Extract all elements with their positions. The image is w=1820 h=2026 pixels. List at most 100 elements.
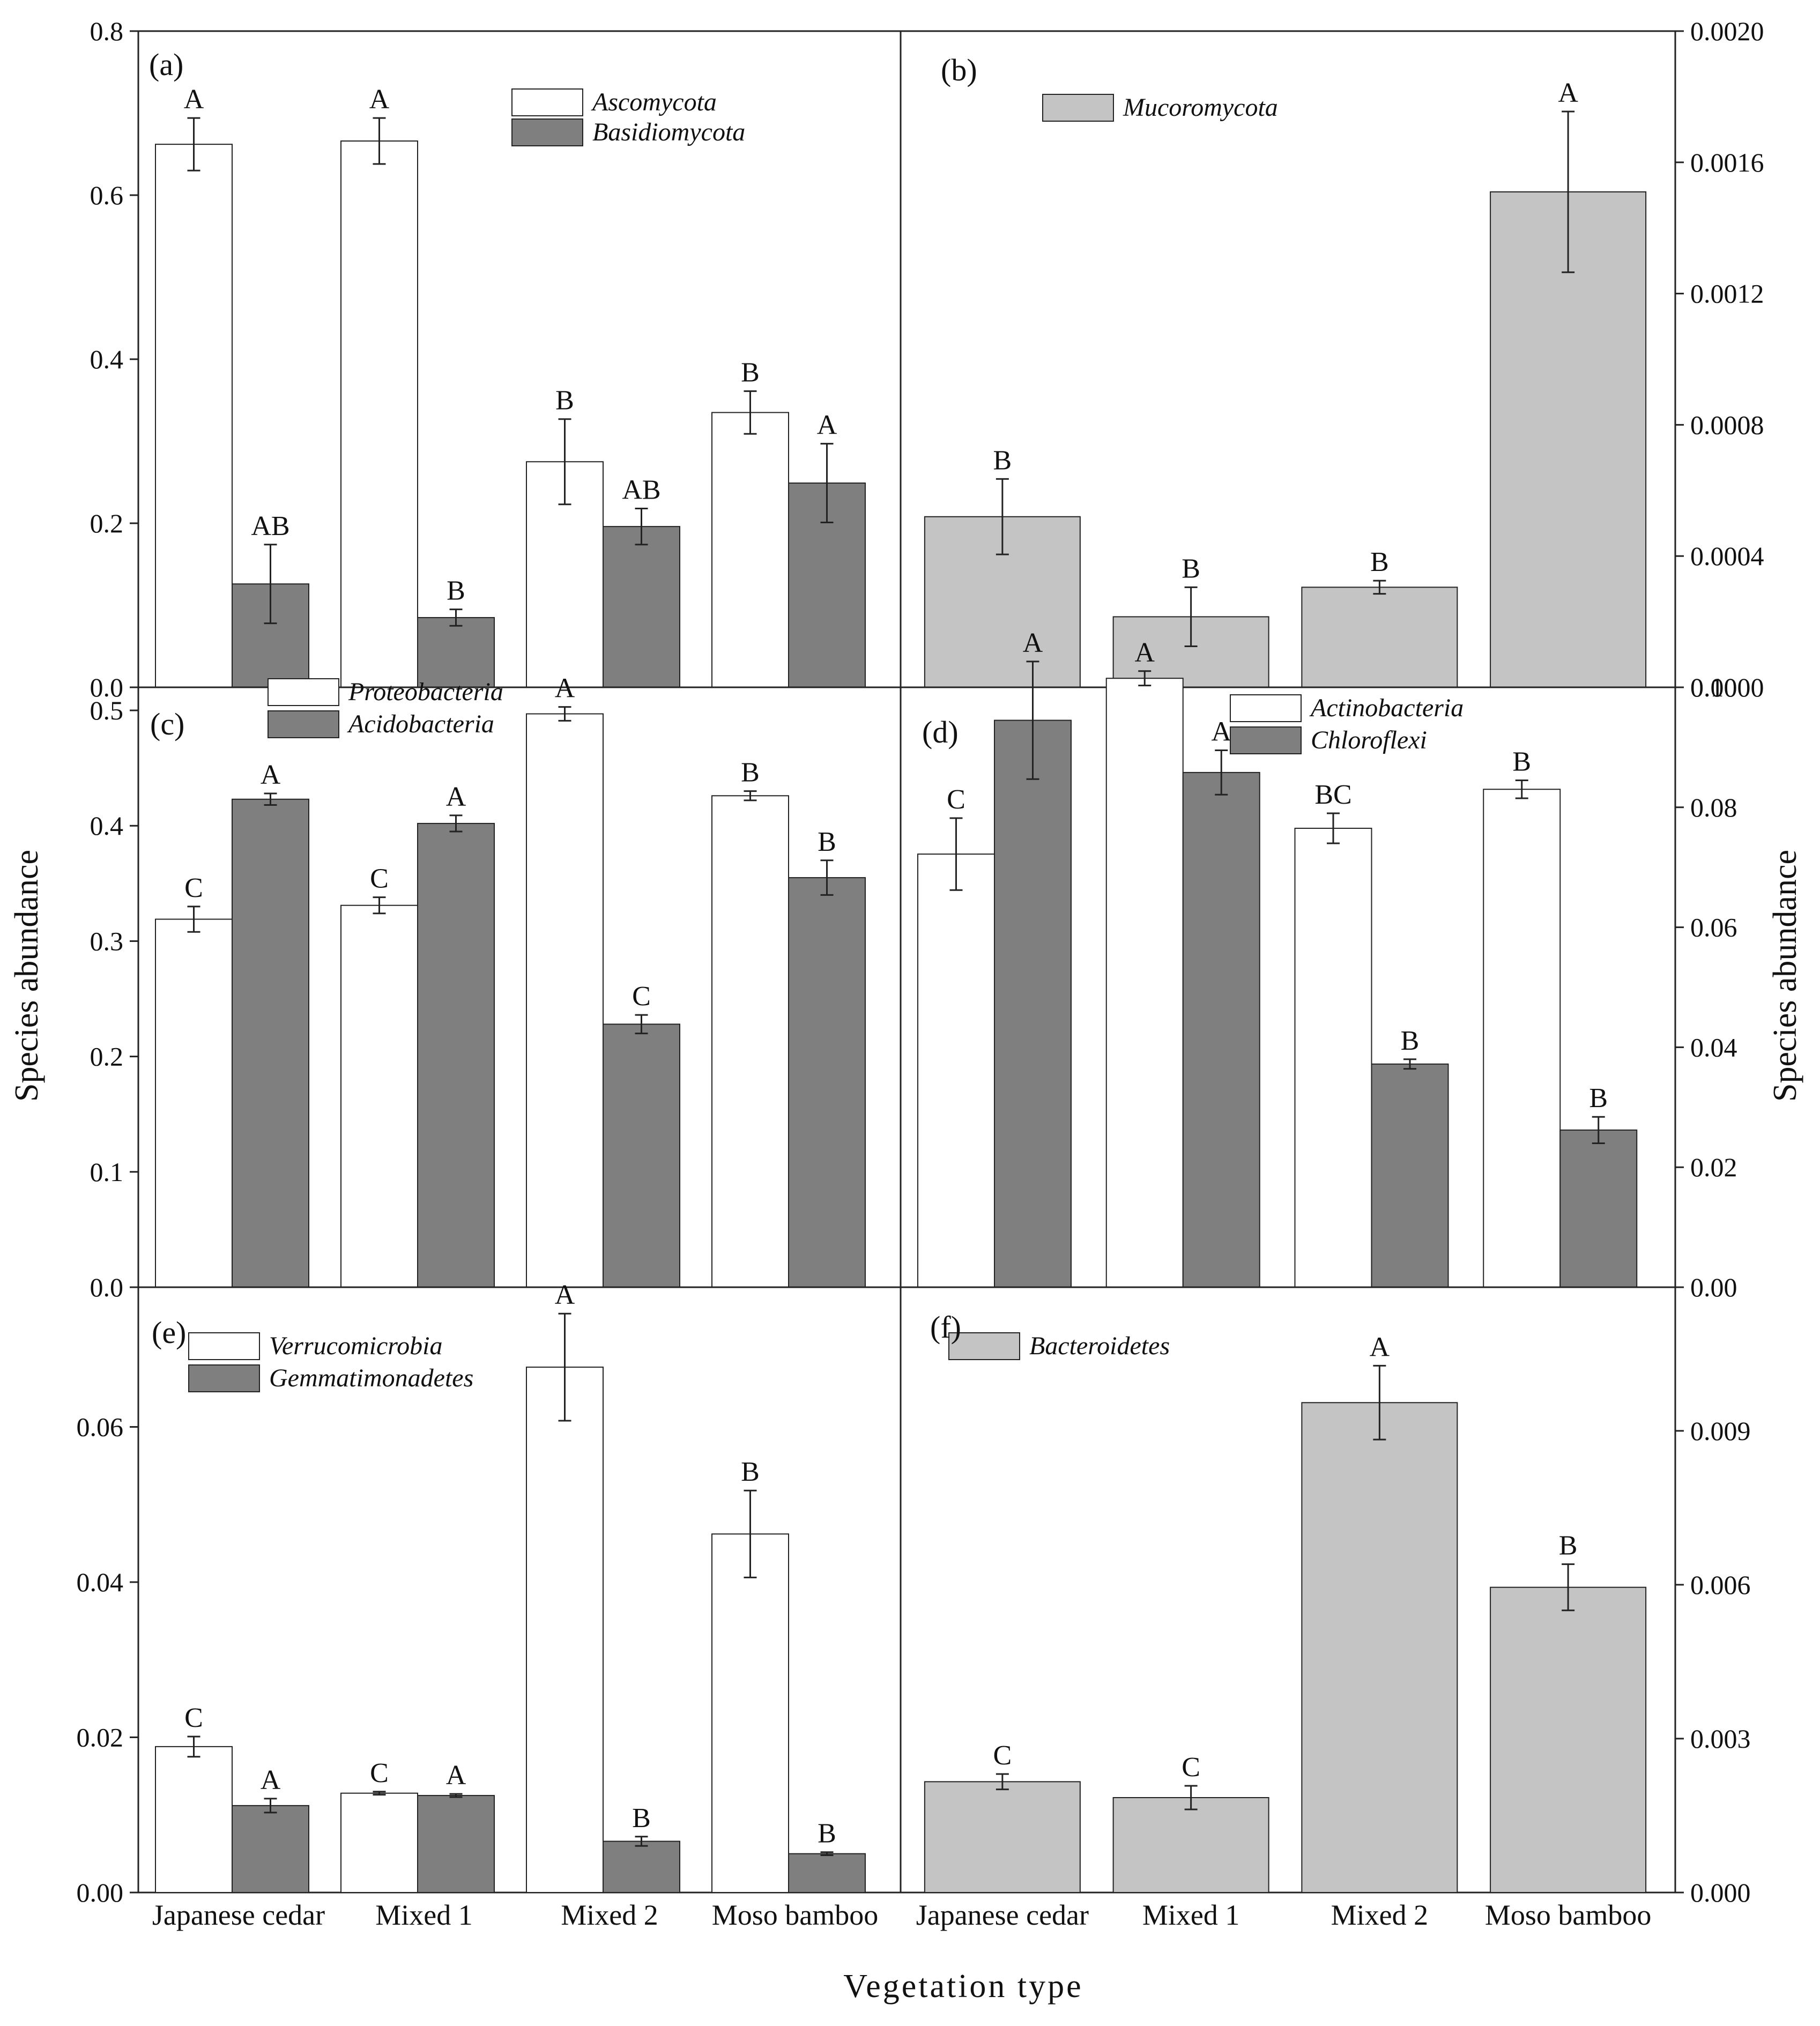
y-tick-label: 0.000 bbox=[1690, 1877, 1751, 1908]
significance-letter: A bbox=[555, 673, 575, 704]
significance-letter: B bbox=[818, 1819, 836, 1849]
y-tick-label: 0.006 bbox=[1690, 1570, 1751, 1600]
legend-swatch-gemmatimonadetes bbox=[188, 1364, 260, 1392]
bar-mucoromycota bbox=[1490, 191, 1647, 688]
y-tick-label: 0.4 bbox=[90, 811, 124, 841]
y-tick-label: 0.04 bbox=[1690, 1032, 1737, 1062]
y-tick-label: 0.10 bbox=[1690, 672, 1737, 702]
bar-acidobacteria bbox=[603, 1023, 680, 1288]
bar-bacteroidetes bbox=[1112, 1797, 1269, 1894]
significance-letter: B bbox=[1370, 547, 1389, 577]
legend-label: Proteobacteria bbox=[348, 678, 503, 706]
bar-gemmatimonadetes bbox=[417, 1795, 495, 1894]
significance-letter: A bbox=[1023, 628, 1043, 658]
significance-letter: AB bbox=[622, 474, 660, 505]
significance-letter: C bbox=[370, 864, 389, 894]
legend-label: Chloroflexi bbox=[1311, 726, 1427, 754]
bar-gemmatimonadetes bbox=[603, 1841, 680, 1894]
y-tick-label: 0.0 bbox=[90, 672, 124, 702]
y-tick-label: 0.003 bbox=[1690, 1724, 1751, 1754]
y-tick-label: 0.2 bbox=[90, 508, 124, 538]
bar-acidobacteria bbox=[788, 877, 866, 1288]
legend-label: Actinobacteria bbox=[1309, 694, 1464, 722]
legend-label: Acidobacteria bbox=[347, 710, 494, 738]
bar-gemmatimonadetes bbox=[232, 1805, 309, 1894]
panel-frame-f bbox=[900, 1286, 1676, 1894]
y-tick-label: 0.3 bbox=[90, 926, 124, 956]
bar-actinobacteria bbox=[917, 854, 995, 1288]
bar-ascomycota bbox=[340, 140, 418, 688]
panel-label: (b) bbox=[941, 53, 977, 87]
significance-letter: A bbox=[1558, 78, 1578, 108]
y-tick-label: 0.02 bbox=[77, 1723, 124, 1753]
significance-letter: B bbox=[741, 1457, 760, 1487]
significance-letter: A bbox=[446, 782, 466, 812]
bar-bacteroidetes bbox=[1301, 1402, 1458, 1893]
x-category-label: Mixed 2 bbox=[561, 1899, 658, 1931]
y-tick-label: 0.00 bbox=[1690, 1272, 1737, 1302]
bar-proteobacteria bbox=[155, 918, 233, 1288]
legend-swatch-mucoromycota bbox=[1042, 94, 1114, 122]
y-axis-title-left: Species abundance bbox=[9, 850, 45, 1102]
y-tick-label: 0.5 bbox=[90, 695, 124, 725]
significance-letter: B bbox=[1559, 1531, 1578, 1561]
bar-bacteroidetes bbox=[1490, 1586, 1647, 1893]
bar-verrucomicrobia bbox=[155, 1746, 233, 1894]
bar-verrucomicrobia bbox=[711, 1533, 789, 1894]
x-category-label: Mixed 2 bbox=[1331, 1899, 1429, 1931]
significance-letter: A bbox=[1370, 1332, 1390, 1362]
bar-verrucomicrobia bbox=[526, 1367, 604, 1894]
y-tick-label: 0.06 bbox=[77, 1412, 124, 1442]
y-tick-label: 0.0000 bbox=[1690, 672, 1764, 702]
significance-letter: B bbox=[1512, 746, 1531, 777]
legend-label: Gemmatimonadetes bbox=[269, 1364, 473, 1392]
significance-letter: A bbox=[184, 84, 204, 115]
bar-acidobacteria bbox=[417, 822, 495, 1288]
significance-letter: B bbox=[555, 385, 574, 416]
significance-letter: A bbox=[369, 84, 390, 115]
x-category-label: Moso bamboo bbox=[1485, 1899, 1652, 1931]
x-category-label: Mixed 1 bbox=[1142, 1899, 1240, 1931]
x-category-label: Japanese cedar bbox=[916, 1899, 1089, 1931]
bar-proteobacteria bbox=[711, 795, 789, 1288]
y-tick-label: 0.04 bbox=[77, 1567, 124, 1597]
legend-label: Verrucomicrobia bbox=[269, 1332, 443, 1360]
panel-label: (c) bbox=[150, 707, 184, 741]
y-tick-label: 0.0020 bbox=[1690, 16, 1764, 46]
y-tick-label: 0.06 bbox=[1690, 912, 1737, 943]
significance-letter: B bbox=[993, 445, 1012, 476]
y-tick-label: 0.2 bbox=[90, 1042, 124, 1072]
y-tick-label: 0.0008 bbox=[1690, 410, 1764, 440]
significance-letter: C bbox=[184, 873, 203, 903]
y-tick-label: 0.02 bbox=[1690, 1152, 1737, 1182]
bar-acidobacteria bbox=[232, 798, 309, 1288]
significance-letter: AB bbox=[251, 511, 289, 541]
significance-letter: A bbox=[1211, 716, 1231, 747]
legend-label: Mucoromycota bbox=[1123, 93, 1278, 122]
significance-letter: B bbox=[447, 576, 465, 606]
y-tick-label: 0.0004 bbox=[1690, 541, 1764, 571]
bar-basidiomycota bbox=[603, 526, 680, 688]
legend-swatch-basidiomycota bbox=[511, 118, 583, 146]
legend-swatch-ascomycota bbox=[511, 88, 583, 116]
significance-letter: B bbox=[1589, 1083, 1608, 1114]
legend-label: Basidiomycota bbox=[592, 118, 745, 146]
panel-label: (e) bbox=[152, 1315, 186, 1350]
significance-letter: C bbox=[1182, 1752, 1200, 1783]
bar-verrucomicrobia bbox=[340, 1792, 418, 1894]
significance-letter: B bbox=[741, 358, 760, 388]
significance-letter: A bbox=[261, 760, 281, 790]
y-tick-label: 0.0 bbox=[90, 1272, 124, 1302]
bar-ascomycota bbox=[711, 412, 789, 688]
bar-chloroflexi bbox=[994, 719, 1072, 1288]
y-tick-label: 0.0016 bbox=[1690, 147, 1764, 177]
significance-letter: A bbox=[446, 1760, 466, 1791]
y-tick-label: 0.8 bbox=[90, 16, 124, 46]
significance-letter: A bbox=[555, 1280, 575, 1310]
significance-letter: BC bbox=[1314, 780, 1351, 810]
panel-label: (f) bbox=[930, 1310, 961, 1345]
bar-basidiomycota bbox=[417, 617, 495, 688]
significance-letter: C bbox=[993, 1740, 1012, 1771]
panel-label: (d) bbox=[922, 715, 959, 749]
